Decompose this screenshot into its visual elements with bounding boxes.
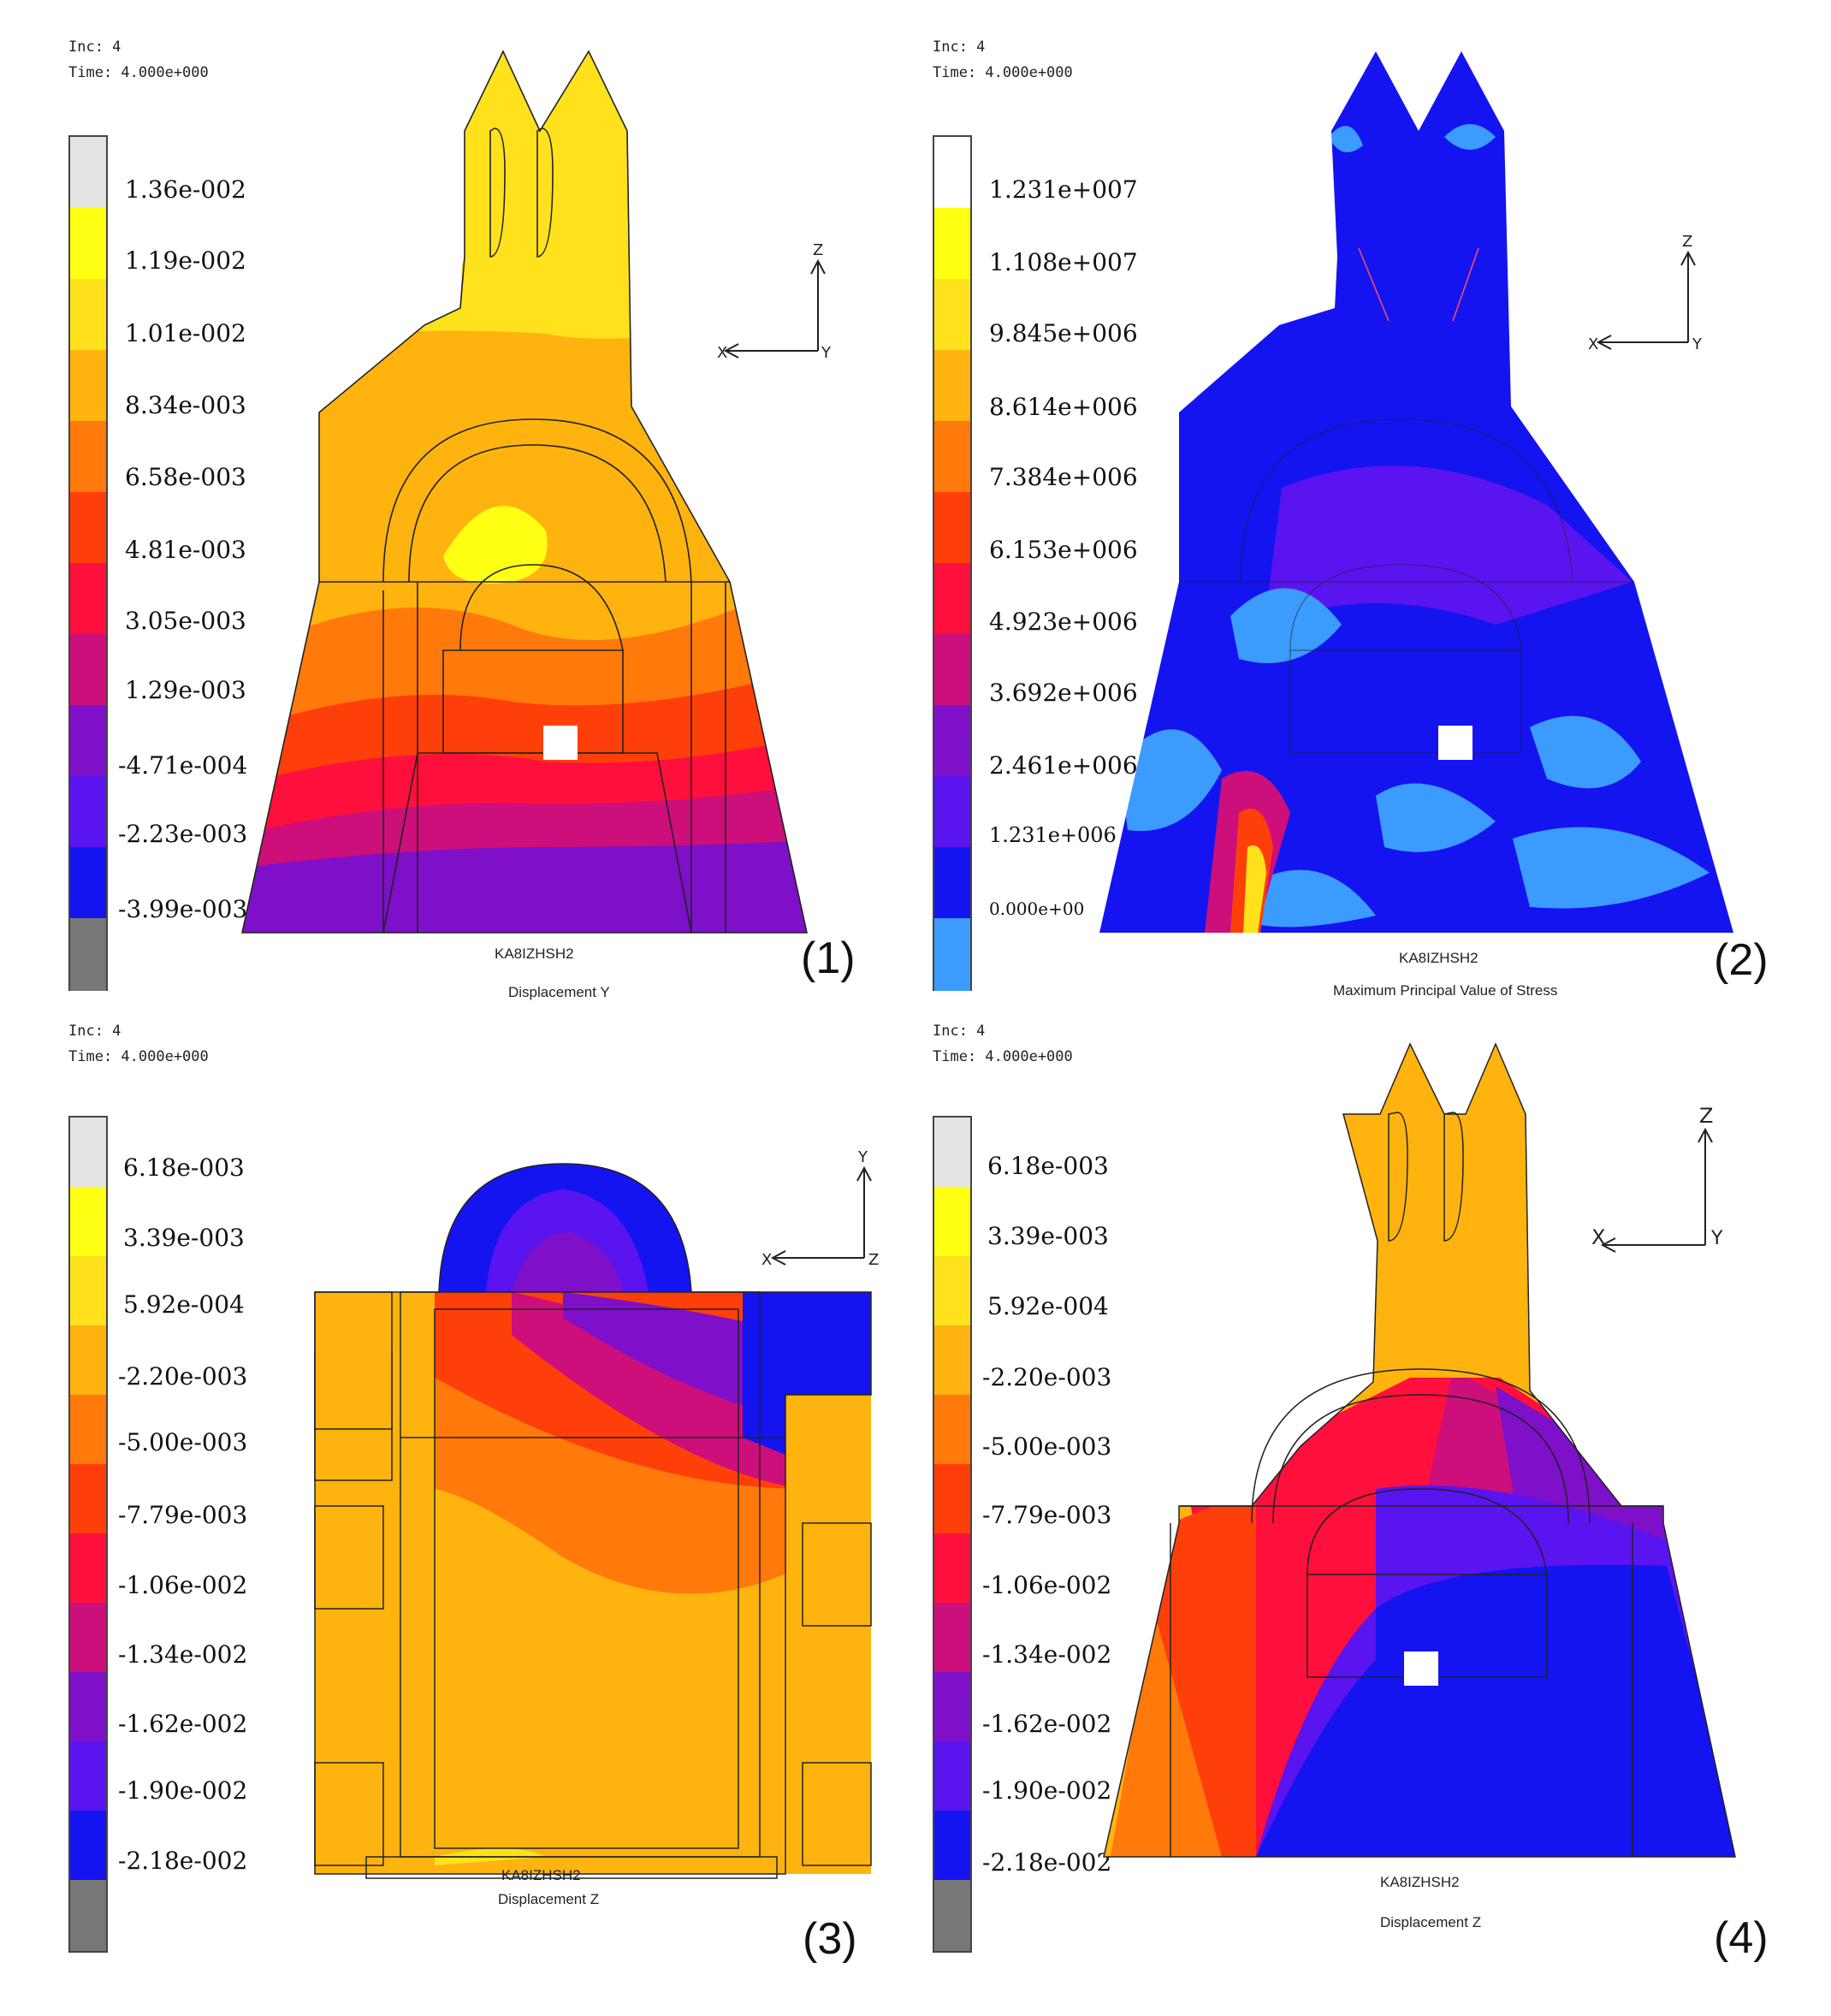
panel-2: Inc: 4 Time: 4.000e+000 1.231e+007 1.108… (897, 26, 1804, 1010)
inc-line: Inc: 4 (933, 39, 986, 56)
inc-label: Inc: 4 Time: 4.000e+000 (68, 1018, 209, 1070)
legend-label: -5.00e-003 (118, 1428, 248, 1456)
legend-label: -1.34e-002 (982, 1640, 1112, 1669)
legend-label: -1.06e-002 (118, 1571, 248, 1599)
legend-label: -3.99e-003 (118, 895, 248, 923)
legend-label: 6.58e-003 (125, 463, 246, 491)
panel-3: Inc: 4 Time: 4.000e+000 6.18e-003 3.39e-… (33, 1010, 897, 1977)
legend-label: 3.692e+006 (989, 679, 1138, 707)
axis-label: Y (1692, 335, 1703, 353)
model-name: KA8IZHSH2 (1380, 1874, 1460, 1890)
panel-number: (3) (803, 1914, 857, 1964)
legend-label: 1.36e-002 (125, 175, 246, 204)
legend-label: 3.39e-003 (987, 1222, 1109, 1250)
time-line: Time: 4.000e+000 (68, 1048, 209, 1065)
panel-number: (2) (1714, 935, 1769, 985)
fem-contour-plot: Z X Y (241, 50, 832, 934)
panel-number: (4) (1714, 1913, 1769, 1963)
axis-label: X (717, 344, 727, 362)
legend-label: 1.29e-003 (125, 676, 246, 704)
inc-label: Inc: 4 Time: 4.000e+000 (933, 34, 1073, 86)
legend-label: 1.01e-002 (125, 319, 246, 347)
axis-label: Y (821, 344, 832, 362)
legend-label: 1.108e+007 (989, 248, 1138, 276)
legend-label: -2.20e-003 (118, 1362, 248, 1390)
result-caption: Displacement Z (498, 1891, 600, 1907)
legend-label: -1.06e-002 (982, 1571, 1112, 1599)
panel-4: Inc: 4 Time: 4.000e+000 6.18e-003 3.39e-… (897, 1010, 1804, 1977)
fem-contour-plot: Z X Y (1099, 51, 1733, 933)
color-scale (68, 1116, 108, 1953)
legend-label: 1.231e+007 (989, 175, 1138, 204)
inc-line: Inc: 4 (68, 1023, 121, 1040)
legend-label: -1.90e-002 (118, 1776, 248, 1805)
inc-label: Inc: 4 Time: 4.000e+000 (933, 1018, 1073, 1070)
color-scale (933, 1116, 972, 1953)
legend-label: 6.153e+006 (989, 536, 1138, 564)
legend-label: -2.18e-002 (982, 1848, 1112, 1877)
axis-label: Y (857, 1148, 868, 1166)
legend-label: 2.461e+006 (989, 751, 1138, 780)
model-name: KA8IZHSH2 (495, 946, 574, 962)
legend-label: -1.90e-002 (982, 1776, 1112, 1805)
legend-label: 1.231e+006 (989, 823, 1117, 847)
legend-label: 6.18e-003 (987, 1152, 1109, 1180)
axis-label: X (1588, 335, 1598, 353)
color-scale (68, 135, 108, 991)
panel-1: Inc: 4 Time: 4.000e+000 1.36e-002 1.19e-… (33, 26, 897, 1010)
model-name: KA8IZHSH2 (1399, 950, 1478, 966)
fem-contour-plot: Z X Y (1103, 1042, 1736, 1858)
axis-label: Z (1699, 1104, 1713, 1128)
legend-label: -1.34e-002 (118, 1640, 248, 1669)
inc-line: Inc: 4 (933, 1023, 986, 1040)
legend-label: 9.845e+006 (989, 319, 1138, 347)
axis-label: Y (1710, 1228, 1723, 1249)
color-scale (933, 135, 972, 991)
axis-label: X (1591, 1225, 1605, 1249)
inc-label: Inc: 4 Time: 4.000e+000 (68, 34, 209, 86)
time-line: Time: 4.000e+000 (68, 64, 209, 81)
legend-label: 8.614e+006 (989, 393, 1138, 421)
legend-label: 5.92e-004 (987, 1292, 1109, 1320)
legend-label: 1.19e-002 (125, 246, 246, 275)
legend-label: 7.384e+006 (989, 463, 1138, 491)
legend-label: -4.71e-004 (118, 751, 248, 780)
result-caption: Maximum Principal Value of Stress (1333, 982, 1558, 999)
legend-label: 5.92e-004 (123, 1290, 245, 1319)
axis-label: Z (868, 1251, 879, 1269)
axis-label: X (761, 1251, 772, 1269)
legend-label: 4.923e+006 (989, 608, 1138, 636)
axis-label: Z (813, 241, 823, 259)
result-caption: Displacement Y (508, 984, 610, 1000)
legend-label: -2.18e-002 (118, 1847, 248, 1875)
legend-label: -1.62e-002 (982, 1710, 1112, 1738)
legend-label: 4.81e-003 (125, 536, 246, 564)
fem-contour-plot: Y X Z (314, 1148, 879, 1879)
legend-label: 6.18e-003 (123, 1153, 245, 1182)
legend-label: 0.000e+00 (989, 898, 1085, 919)
legend-label: 3.39e-003 (123, 1224, 245, 1252)
legend-label: 8.34e-003 (125, 391, 246, 419)
legend-label: -2.23e-003 (118, 820, 248, 848)
time-line: Time: 4.000e+000 (933, 1048, 1073, 1065)
legend-label: 3.05e-003 (125, 607, 246, 635)
inc-line: Inc: 4 (68, 39, 121, 56)
result-caption: Displacement Z (1380, 1914, 1482, 1930)
legend-label: -2.20e-003 (982, 1363, 1112, 1391)
legend-label: -5.00e-003 (982, 1432, 1112, 1461)
legend-label: -7.79e-003 (118, 1501, 248, 1529)
legend-label: -1.62e-002 (118, 1710, 248, 1738)
model-name: KA8IZHSH2 (501, 1867, 581, 1883)
axis-label: Z (1682, 233, 1692, 251)
panel-number: (1) (801, 934, 856, 983)
legend-label: -7.79e-003 (982, 1501, 1112, 1529)
time-line: Time: 4.000e+000 (933, 64, 1073, 81)
